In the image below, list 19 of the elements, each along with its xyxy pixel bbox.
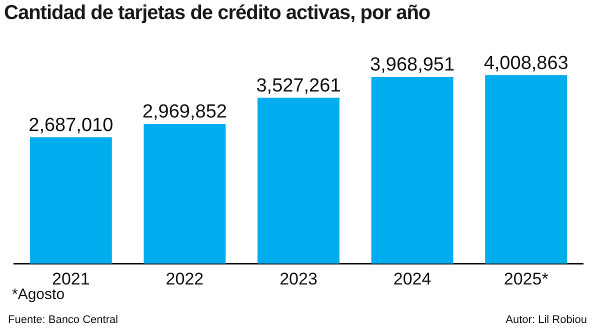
x-tick-label: 2022 xyxy=(166,269,204,288)
chart-title: Cantidad de tarjetas de crédito activas, por año xyxy=(4,2,430,25)
bar xyxy=(371,76,454,264)
text: Autor: Lil Robiou xyxy=(506,314,587,326)
bar xyxy=(30,137,112,264)
bar xyxy=(258,98,340,264)
source-note: Fuente: Banco Central xyxy=(8,314,118,326)
x-tick-label: 2023 xyxy=(280,269,318,288)
bar xyxy=(485,75,568,264)
data-label: 2,687,010 xyxy=(28,114,114,136)
data-label: 2,969,852 xyxy=(142,102,227,123)
data-label: 3,527,261 xyxy=(256,75,341,96)
x-tick-label: 2021 xyxy=(52,269,90,288)
x-tick-label: 2024 xyxy=(393,269,432,288)
data-label: 4,008,863 xyxy=(484,52,568,74)
bar xyxy=(144,124,226,264)
x-tick-label: 2025* xyxy=(504,269,549,288)
data-label: 3,968,951 xyxy=(370,54,455,76)
text: *Agosto xyxy=(12,286,65,303)
